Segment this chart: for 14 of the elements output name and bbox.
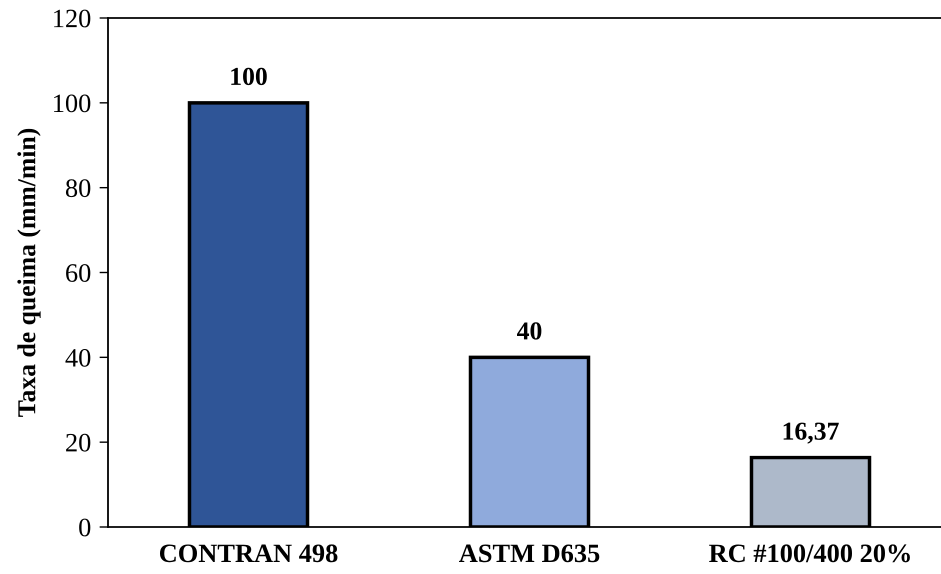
y-tick-label: 20	[66, 434, 90, 452]
y-tick-label: 120	[54, 10, 90, 28]
y-axis-title: Taxa de queima (mm/min)	[17, 128, 41, 417]
y-tick-label: 40	[65, 348, 90, 367]
data-label: 100	[231, 68, 267, 86]
x-tick-label: CONTRAN 498	[160, 544, 338, 562]
y-tick-label: 60	[66, 264, 90, 282]
x-tick-label: RC #100/400 20%	[709, 544, 910, 562]
y-tick-label: 0	[79, 518, 90, 536]
y-tick-label: 100	[54, 94, 90, 112]
y-tick-label: 80	[66, 179, 90, 198]
data-label: 16,37	[784, 422, 839, 444]
data-label: 40	[517, 322, 542, 340]
x-tick-label: ASTM D635	[459, 544, 600, 562]
